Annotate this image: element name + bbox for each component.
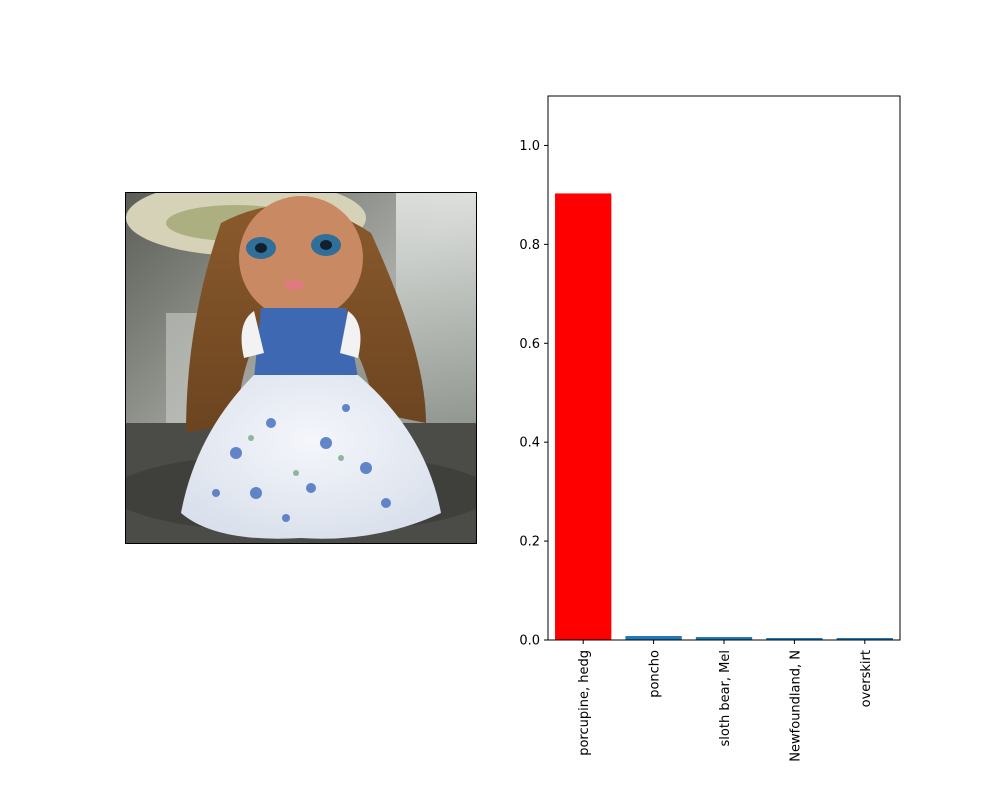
bar-4 <box>836 638 893 640</box>
x-tick-label: sloth bear, Mel <box>718 650 733 746</box>
x-tick-label: Newfoundland, N <box>788 650 803 762</box>
y-tick-label: 0.0 <box>519 634 540 649</box>
bar-0 <box>555 193 612 640</box>
bar-1 <box>625 636 682 640</box>
bar-3 <box>766 638 823 640</box>
x-tick-label: overskirt <box>859 650 874 707</box>
x-tick-label: porcupine, hedg <box>577 650 592 756</box>
doll-photo-icon <box>126 193 476 543</box>
y-tick-label: 0.6 <box>519 337 540 352</box>
plot-frame <box>547 95 901 641</box>
y-tick-label: 0.8 <box>519 238 540 253</box>
doll-photo <box>125 192 477 544</box>
x-tick-label: poncho <box>648 650 663 698</box>
y-tick-label: 0.2 <box>519 535 540 550</box>
y-tick-label: 0.4 <box>519 436 540 451</box>
bar-2 <box>695 637 753 640</box>
y-tick-label: 1.0 <box>519 139 540 154</box>
